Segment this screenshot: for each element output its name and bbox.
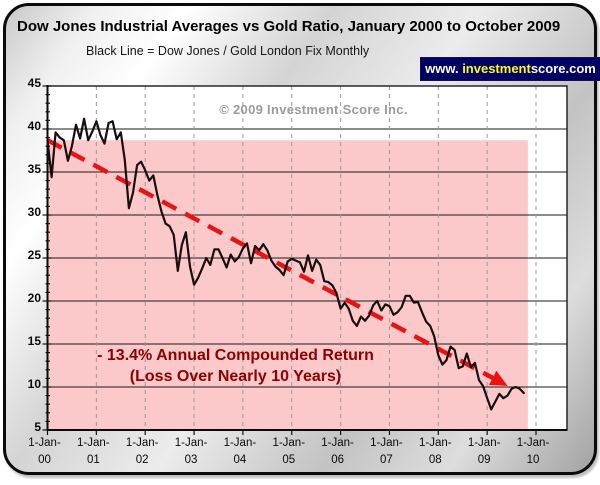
y-axis-label: 25 <box>27 248 41 262</box>
y-axis-label: 5 <box>34 420 41 434</box>
y-axis-label: 35 <box>27 162 41 176</box>
return-annotation: - 13.4% Annual Compounded Return (Loss O… <box>78 346 393 387</box>
y-axis-label: 40 <box>27 119 41 133</box>
x-axis-label: 1-Jan- 08 <box>418 437 452 466</box>
copyright-watermark: © 2009 Investment Score Inc. <box>219 102 408 117</box>
x-axis-label: 1-Jan- 04 <box>223 437 257 466</box>
chart-card: Dow Jones Industrial Averages vs Gold Ra… <box>3 3 600 475</box>
chart-subtitle: Black Line = Dow Jones / Gold London Fix… <box>86 44 370 58</box>
banner-highlight: investment <box>462 61 531 76</box>
y-axis-label: 10 <box>27 377 41 391</box>
x-axis-label: 1-Jan- 09 <box>467 437 501 466</box>
chart-title: Dow Jones Industrial Averages vs Gold Ra… <box>17 18 561 35</box>
y-axis-label: 45 <box>27 76 41 90</box>
x-axis-label: 1-Jan- 05 <box>272 437 306 466</box>
banner-prefix: www. <box>425 61 463 76</box>
x-axis-label: 1-Jan- 06 <box>321 437 354 466</box>
website-banner-link[interactable]: www. investmentscore.com <box>420 57 600 81</box>
banner-suffix: score.com <box>530 61 596 76</box>
return-annotation-line2: (Loss Over Nearly 10 Years) <box>129 367 342 385</box>
dow-gold-ratio-line <box>46 117 525 411</box>
x-axis-label: 1-Jan- 02 <box>125 437 159 466</box>
y-axis-label: 20 <box>27 291 41 305</box>
trend-line <box>46 138 508 386</box>
x-axis-label: 1-Jan- 07 <box>370 437 403 466</box>
x-axis-label: 1-Jan- 01 <box>77 437 110 466</box>
y-axis-label: 30 <box>27 205 41 219</box>
x-axis-label: 1-Jan- 00 <box>28 437 61 466</box>
return-annotation-line1: - 13.4% Annual Compounded Return <box>97 347 374 364</box>
x-axis-label: 1-Jan- 03 <box>174 437 208 466</box>
ratio-chart-plot <box>42 85 568 435</box>
x-axis-label: 1-Jan- 10 <box>516 437 550 466</box>
y-axis-label: 15 <box>27 334 41 348</box>
